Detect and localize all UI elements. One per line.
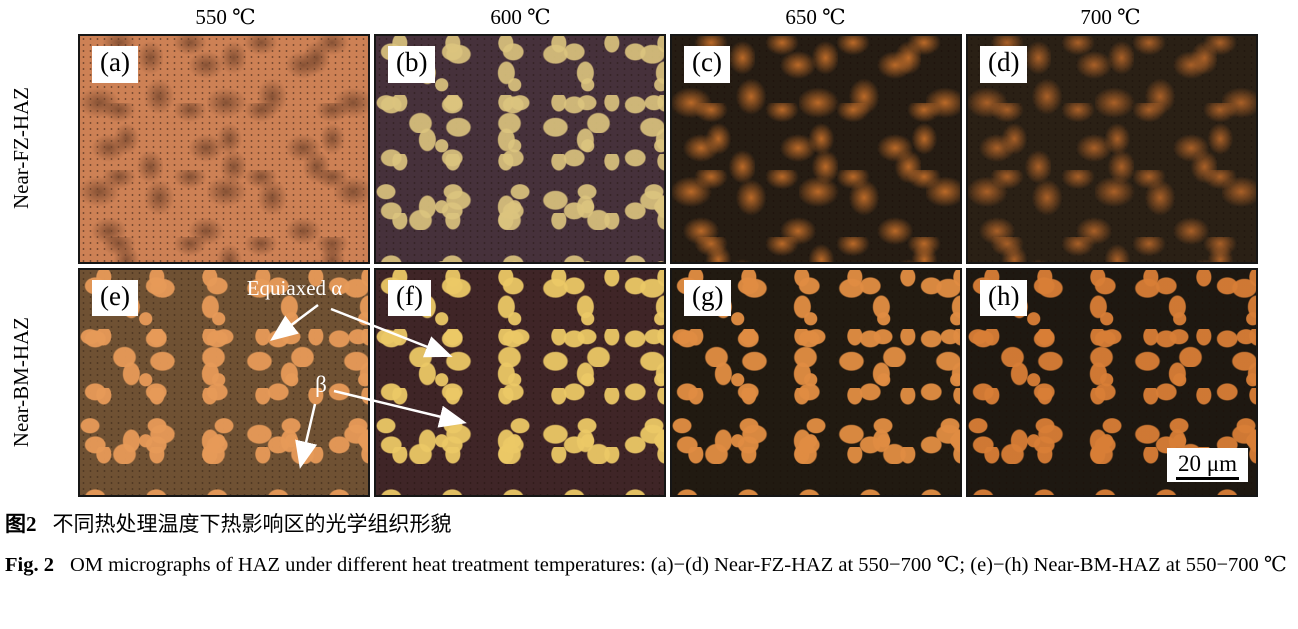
panel-label-e: (e) <box>92 279 138 317</box>
panel-label-g: (g) <box>684 279 732 317</box>
micrograph-panel-e: (e) <box>78 267 370 497</box>
micrograph-panel-a: (a) <box>78 34 370 264</box>
row-label-near-fz-haz: Near-FZ-HAZ <box>8 87 33 210</box>
scale-bar: 20 μm <box>1167 448 1248 482</box>
micrograph-panel-g: (g) <box>670 267 962 497</box>
caption-zh-label: 图2 <box>5 512 37 536</box>
column-header-700c: 700 ℃ <box>1080 4 1141 29</box>
caption-en-label: Fig. 2 <box>5 554 54 577</box>
column-header-650c: 650 ℃ <box>785 4 846 29</box>
caption-zh: 图2 不同热处理温度下热影响区的光学组织形貌 <box>5 508 1293 541</box>
caption-en-text: OM micrographs of HAZ under different he… <box>69 554 1287 577</box>
caption-en: Fig. 2 OM micrographs of HAZ under differ… <box>5 549 1293 581</box>
figure-caption: 图2 不同热处理温度下热影响区的光学组织形貌 Fig. 2 OM micrograp… <box>5 508 1293 582</box>
column-header-550c: 550 ℃ <box>195 4 256 29</box>
micrograph-panel-c: (c) <box>670 34 962 264</box>
panel-label-d: (d) <box>980 46 1028 83</box>
panel-label-b: (b) <box>388 46 436 83</box>
panel-label-f: (f) <box>388 279 431 317</box>
column-header-600c: 600 ℃ <box>490 4 551 29</box>
micrograph-grid: (a) (b) (c) (d) (e) (f) (g) (h) 20 μm <box>78 34 1258 497</box>
panel-label-a: (a) <box>92 46 138 83</box>
panel-label-h: (h) <box>980 279 1028 317</box>
micrograph-panel-f: (f) <box>374 267 666 497</box>
caption-zh-text: 不同热处理温度下热影响区的光学组织形貌 <box>52 512 452 536</box>
panel-label-c: (c) <box>684 46 730 83</box>
column-headers: 550 ℃ 600 ℃ 650 ℃ 700 ℃ <box>78 2 1258 32</box>
micrograph-panel-h: (h) 20 μm <box>966 267 1258 497</box>
row-label-near-bm-haz: Near-BM-HAZ <box>8 316 33 448</box>
micrograph-panel-d: (d) <box>966 34 1258 264</box>
micrograph-panel-b: (b) <box>374 34 666 264</box>
scale-bar-label: 20 μm <box>1176 451 1239 480</box>
